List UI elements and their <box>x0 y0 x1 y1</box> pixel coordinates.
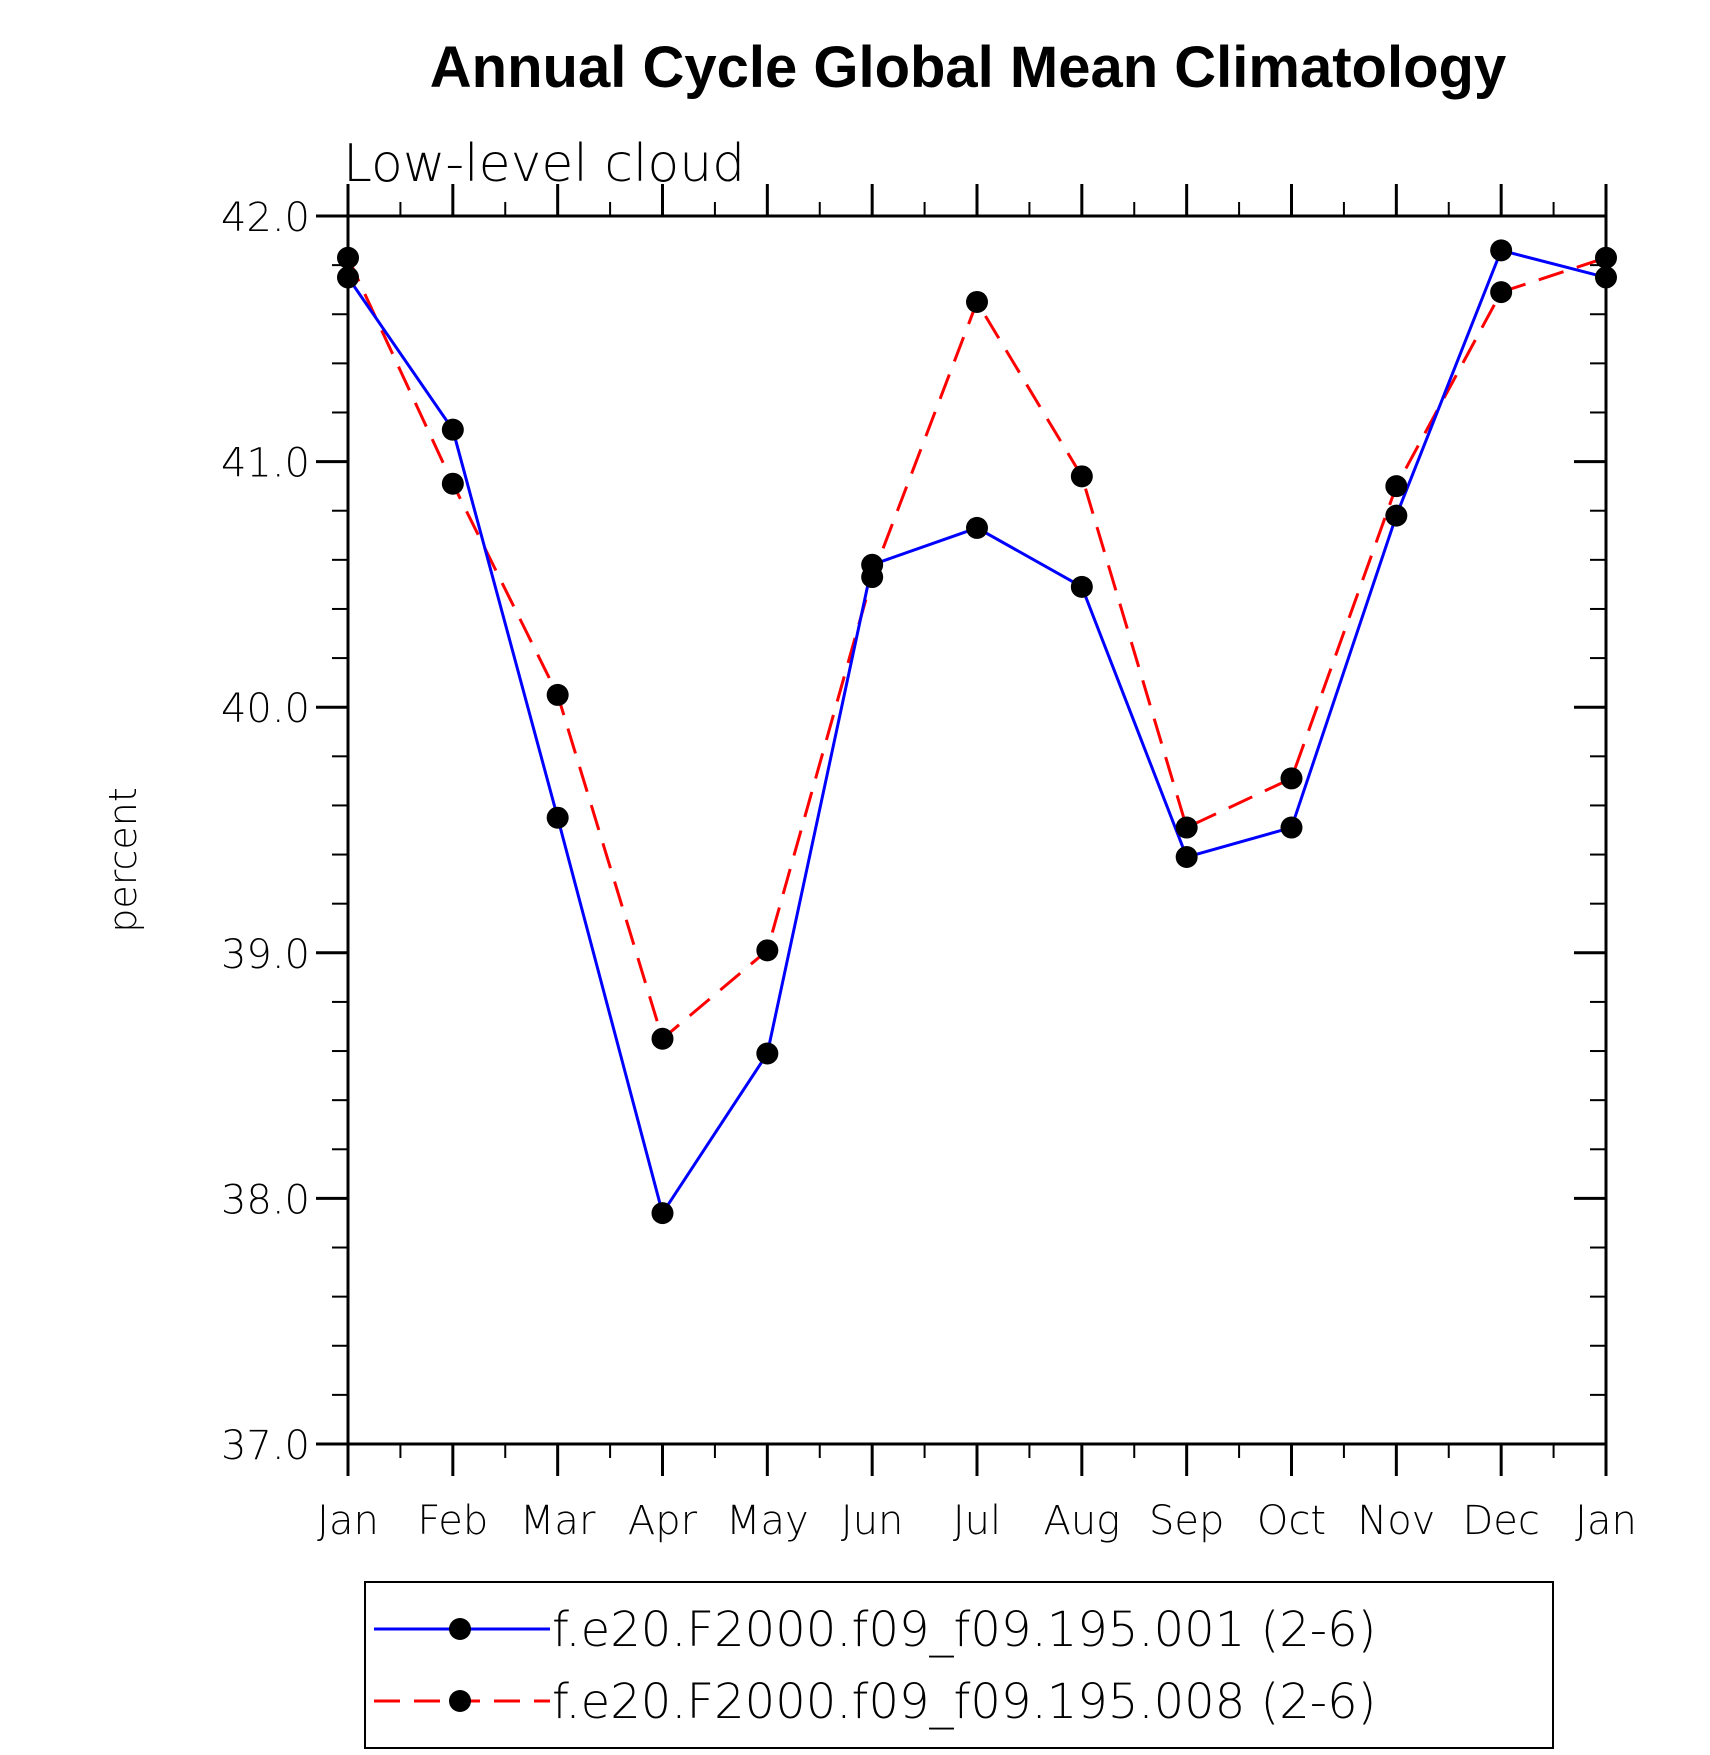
series-2-point <box>1490 281 1513 304</box>
y-tick-label: 38.0 <box>221 1177 310 1223</box>
series-line-2 <box>346 256 1607 1042</box>
plot-area-frame <box>346 214 1608 1446</box>
series-1-point <box>756 1042 779 1065</box>
legend: f.e20.F2000.f09_f09.195.001 (2-6) f.e20.F… <box>364 1581 1554 1749</box>
series-2-point <box>441 472 464 495</box>
chart-subtitle: Low-level cloud <box>343 134 745 194</box>
y-tick-label: 39.0 <box>221 932 310 978</box>
legend-box <box>364 1581 1554 1749</box>
series-1-point <box>1595 266 1617 289</box>
series-1-point <box>1070 575 1093 598</box>
x-tick-label: Sep <box>1149 1498 1224 1544</box>
x-tick-label: Aug <box>1043 1498 1120 1544</box>
axes-layer: Jan Feb Mar Apr May Jun Jul Aug Sep Oct Nov Dec Jan3… <box>221 184 1637 1544</box>
series-2-point <box>1385 475 1408 498</box>
x-tick-label: Jun <box>841 1498 904 1544</box>
series-layer <box>337 239 1617 1225</box>
series-1-point <box>1385 504 1408 527</box>
series-1-point <box>1175 846 1198 869</box>
y-tick-label: 42.0 <box>221 195 310 241</box>
x-tick-label: Apr <box>628 1498 698 1544</box>
series-1-point <box>1280 816 1303 839</box>
x-tick-label: Jan <box>317 1498 379 1544</box>
y-tick-label: 41.0 <box>221 441 310 487</box>
series-2-point <box>1595 246 1617 269</box>
series-2-point <box>1280 767 1303 790</box>
x-tick-label: May <box>726 1498 809 1544</box>
series-1-point <box>861 553 884 576</box>
series-2-point <box>651 1027 674 1050</box>
series-1-point <box>966 516 988 539</box>
chart-title: Annual Cycle Global Mean Climatology <box>430 35 1506 100</box>
legend-label-1: f.e20.F2000.f09_f09.195.001 (2-6) <box>552 1602 1376 1658</box>
x-tick-label: Jul <box>953 1498 1001 1544</box>
x-tick-label: Jan <box>1575 1498 1637 1544</box>
legend-label-2: f.e20.F2000.f09_f09.195.008 (2-6) <box>552 1674 1376 1730</box>
series-2-point <box>337 246 359 269</box>
y-axis-label: percent <box>101 787 145 933</box>
series-1-point <box>337 266 359 289</box>
series-2-point <box>546 683 569 706</box>
x-tick-label: Feb <box>417 1498 488 1544</box>
series-1-point <box>1490 239 1513 262</box>
series-2-point <box>966 290 988 313</box>
series-2-point <box>756 939 779 962</box>
legend-marker-1 <box>449 1618 471 1640</box>
legend-marker-2 <box>449 1690 471 1712</box>
x-tick-label: Oct <box>1257 1498 1326 1544</box>
series-2-point <box>1175 816 1198 839</box>
series-1-point <box>441 418 464 441</box>
y-tick-label: 37.0 <box>221 1423 310 1469</box>
series-1-point <box>546 806 569 829</box>
series-1-point <box>651 1202 674 1225</box>
x-tick-label: Mar <box>520 1498 596 1544</box>
y-tick-label: 40.0 <box>221 686 310 732</box>
series-line-1 <box>346 248 1607 1217</box>
x-tick-label: Nov <box>1357 1498 1435 1544</box>
x-tick-label: Dec <box>1462 1498 1539 1544</box>
series-2-point <box>1070 465 1093 488</box>
